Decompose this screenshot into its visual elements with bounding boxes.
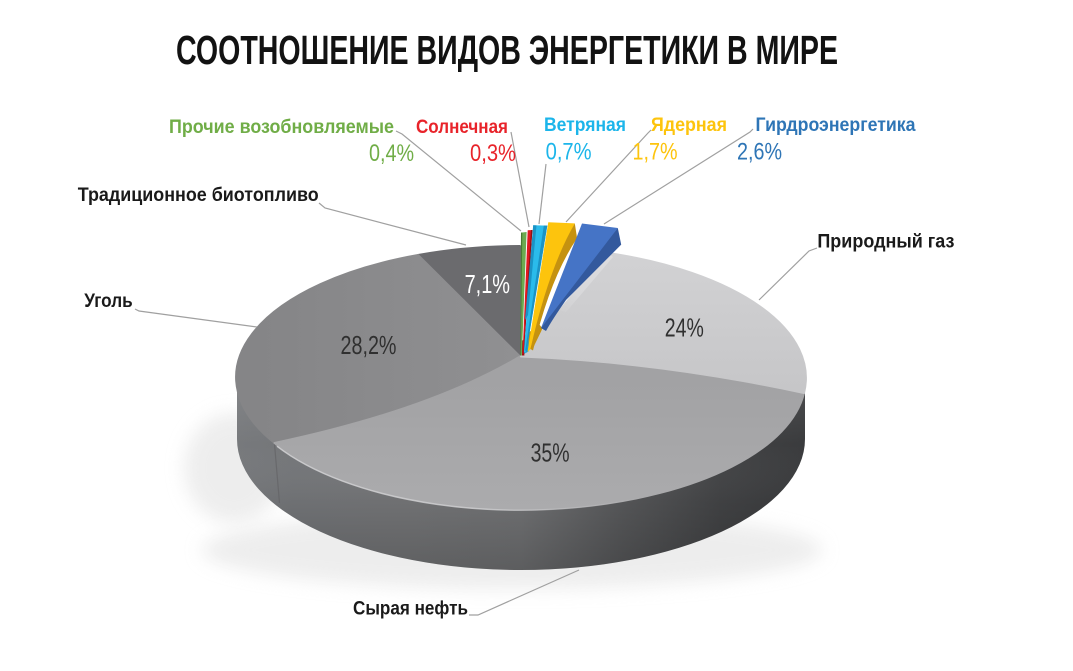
- svg-text:СООТНОШЕНИЕ ВИДОВ ЭНЕРГЕТИКИ В: СООТНОШЕНИЕ ВИДОВ ЭНЕРГЕТИКИ В МИРЕ: [176, 27, 838, 73]
- svg-text:Прочие возобновляемые: Прочие возобновляемые: [169, 117, 394, 138]
- svg-text:Ядерная: Ядерная: [651, 115, 727, 136]
- svg-text:0,7%: 0,7%: [546, 139, 592, 166]
- svg-text:7,1%: 7,1%: [465, 269, 510, 299]
- svg-text:0,3%: 0,3%: [470, 140, 516, 167]
- svg-text:0,4%: 0,4%: [369, 140, 414, 167]
- svg-text:24%: 24%: [665, 313, 704, 343]
- svg-text:Природный газ: Природный газ: [817, 232, 954, 253]
- svg-text:Уголь: Уголь: [84, 291, 133, 312]
- svg-text:28,2%: 28,2%: [341, 330, 397, 360]
- svg-text:35%: 35%: [531, 437, 570, 467]
- svg-text:Солнечная: Солнечная: [416, 117, 508, 138]
- svg-text:Сырая нефть: Сырая нефть: [353, 599, 468, 620]
- svg-text:1,7%: 1,7%: [633, 139, 678, 166]
- svg-text:2,6%: 2,6%: [737, 139, 782, 166]
- svg-text:Традиционное биотопливо: Традиционное биотопливо: [78, 185, 319, 206]
- svg-text:Ветряная: Ветряная: [544, 115, 626, 136]
- svg-text:Гирдроэнергетика: Гирдроэнергетика: [756, 115, 916, 136]
